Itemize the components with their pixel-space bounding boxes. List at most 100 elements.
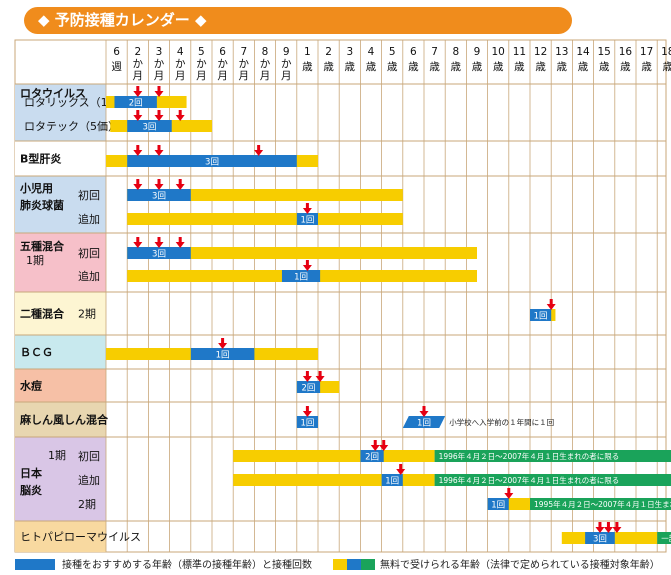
column-header-number: 6 [219, 46, 226, 58]
legend-recommended-swatch [15, 559, 55, 570]
recommended-bar [296, 381, 321, 393]
limited-range-bar [434, 474, 671, 486]
group-name: 肺炎球菌 [20, 198, 64, 212]
dose-arrow [504, 488, 514, 499]
dose-arrow [254, 145, 264, 156]
recommended-bar [381, 474, 403, 486]
column-header-unit: 歳 [451, 61, 462, 73]
group-label-bg [15, 84, 106, 141]
dose-arrow [396, 464, 406, 475]
column-header-unit: 月 [281, 70, 292, 82]
row-label: 追加 [78, 269, 100, 283]
note-text: 1995年４月２日～2007年４月１日生まれの者に限る [534, 499, 671, 509]
free-range-bar [127, 189, 403, 201]
dose-arrow [133, 145, 143, 156]
group-label-bg [15, 521, 106, 552]
column-header-unit: か [239, 58, 250, 70]
recommended-bar [296, 213, 318, 225]
dose-count: 1回 [294, 273, 308, 283]
dose-arrow [218, 338, 228, 349]
dose-arrow [302, 371, 312, 382]
dose-arrow [315, 371, 325, 382]
column-header-number: 1 [304, 46, 311, 58]
column-header-unit: 歳 [387, 61, 398, 73]
column-header-number: 13 [555, 46, 568, 58]
recommended-bar [127, 120, 172, 132]
column-header-unit: か [260, 58, 271, 70]
group-label-bg [15, 335, 106, 369]
group-name: 麻しん風しん混合 [19, 413, 109, 427]
column-header-number: 4 [177, 46, 184, 58]
dose-arrow [612, 522, 622, 533]
recommended-bar [585, 532, 615, 544]
group-label-bg [15, 369, 106, 402]
recommended-bar [530, 309, 552, 321]
column-header-number: 18 [661, 46, 671, 58]
free-range-bar [127, 213, 403, 225]
recommended-bar [360, 450, 384, 462]
row-label: 初回 [78, 246, 100, 260]
column-header-number: 4 [368, 46, 375, 58]
column-header-number: 3 [156, 46, 163, 58]
dose-count: 1回 [216, 351, 230, 361]
free-range-bar [233, 474, 435, 486]
dose-arrow [175, 237, 185, 248]
dose-count: 1回 [300, 216, 314, 226]
column-header-number: 15 [598, 46, 611, 58]
column-header-unit: か [133, 58, 144, 70]
note-text: 小学校へ入学前の１年間に１回 [449, 417, 554, 427]
column-header-unit: 歳 [366, 61, 377, 73]
recommended-bar [487, 498, 509, 510]
column-header-unit: 歳 [493, 61, 504, 73]
column-header-number: 6 [113, 46, 120, 58]
dose-arrow [133, 179, 143, 190]
column-header-unit: 歳 [345, 61, 356, 73]
recommended-bar [127, 189, 191, 201]
recommended-bar [127, 247, 191, 259]
dose-arrow [133, 86, 143, 97]
group-name: 水痘 [20, 379, 42, 393]
column-header-number: 6 [410, 46, 417, 58]
dose-count: 3回 [593, 535, 607, 545]
column-header-number: 12 [534, 46, 547, 58]
dose-arrow [154, 86, 164, 97]
dose-count: 1回 [385, 477, 399, 487]
column-header-unit: 月 [133, 70, 144, 82]
dose-arrow [379, 440, 389, 451]
group-label-bg [15, 233, 106, 292]
row-label: 追加 [78, 212, 100, 226]
row-label: ロタリックス（1価） [24, 96, 130, 109]
recommended-bar [402, 416, 446, 428]
dose-count: 3回 [152, 250, 166, 260]
column-header-number: 8 [262, 46, 269, 58]
legend-free-swatch [333, 559, 347, 570]
column-header-number: 11 [513, 46, 526, 58]
column-header-number: 17 [640, 46, 653, 58]
dose-count: 2回 [365, 453, 379, 463]
limited-range-bar [530, 498, 671, 510]
dose-arrow [133, 237, 143, 248]
dose-count: 3回 [152, 192, 166, 202]
column-header-unit: 歳 [599, 61, 610, 73]
column-header-number: 9 [474, 46, 481, 58]
column-header-unit: 歳 [620, 61, 631, 73]
column-header-unit: 歳 [514, 61, 525, 73]
group-name: ロタウイルス [20, 87, 86, 100]
column-header-unit: 月 [154, 70, 165, 82]
column-header-number: 5 [389, 46, 396, 58]
group-sub-label: 2期 [78, 308, 96, 321]
group-name: 小児用 [19, 181, 53, 195]
dose-count: 3回 [205, 158, 219, 168]
column-header-unit: 月 [217, 70, 228, 82]
column-header-number: 14 [576, 46, 590, 58]
column-header-number: 9 [283, 46, 290, 58]
column-header-number: 7 [240, 46, 247, 58]
column-header-unit: か [154, 58, 165, 70]
column-header-unit: 月 [175, 70, 186, 82]
note-text: 1996年４月２日～2007年４月１日生まれの者に限る [439, 451, 620, 461]
dose-count: 1回 [534, 312, 548, 322]
group-name: 日本 [20, 466, 42, 480]
row-label: 初回 [78, 449, 100, 463]
column-header-unit: か [281, 58, 292, 70]
dose-count: 1回 [417, 419, 431, 429]
